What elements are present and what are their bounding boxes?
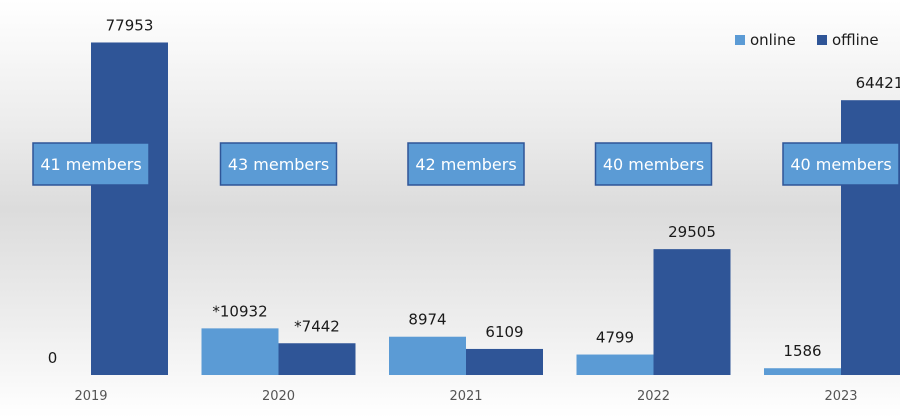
data-label-offline-2020: *7442 [294,317,340,335]
data-label-online-2022: 4799 [596,329,634,347]
x-tick-label-2019: 2019 [74,389,107,404]
data-label-offline-2021: 6109 [485,323,523,341]
members-box-2020 [219,142,338,186]
members-label-2019: 41 members [40,155,141,174]
bar-offline-2021[interactable] [466,348,543,375]
members-box-2019 [32,142,150,186]
x-tick-label-2020: 2020 [262,389,295,404]
data-label-offline-2019: 77953 [106,16,154,34]
bar-offline-2020[interactable] [278,343,356,375]
bar-online-2023[interactable] [764,368,841,375]
members-label-2021: 42 members [415,155,516,174]
legend-label-online: online [750,31,796,49]
legend-swatch-offline [817,35,827,45]
members-box-2022 [594,142,713,186]
bar-offline-2023[interactable] [841,100,900,376]
data-label-online-2019: 0 [48,349,58,367]
bar-online-2021[interactable] [389,336,466,375]
members-label-2020: 43 members [228,155,329,174]
data-label-online-2023: 1586 [783,342,821,360]
bar-online-2020[interactable] [201,328,279,375]
members-box-2021 [407,142,525,186]
members-label-2022: 40 members [603,155,704,174]
data-label-online-2021: 8974 [408,311,446,329]
x-tick-label-2021: 2021 [449,389,482,404]
data-label-online-2020: *10932 [212,302,267,320]
data-label-offline-2022: 29505 [668,223,716,241]
data-label-offline-2023: 64421 [856,74,900,92]
legend-swatch-online [735,35,745,45]
x-tick-label-2023: 2023 [824,389,857,404]
members-box-2023 [782,142,900,186]
members-label-2023: 40 members [790,155,891,174]
bar-online-2022[interactable] [576,354,654,375]
bar-offline-2019[interactable] [91,42,168,376]
x-tick-label-2022: 2022 [637,389,670,404]
bar-offline-2022[interactable] [653,249,731,375]
legend-label-offline: offline [832,31,879,49]
